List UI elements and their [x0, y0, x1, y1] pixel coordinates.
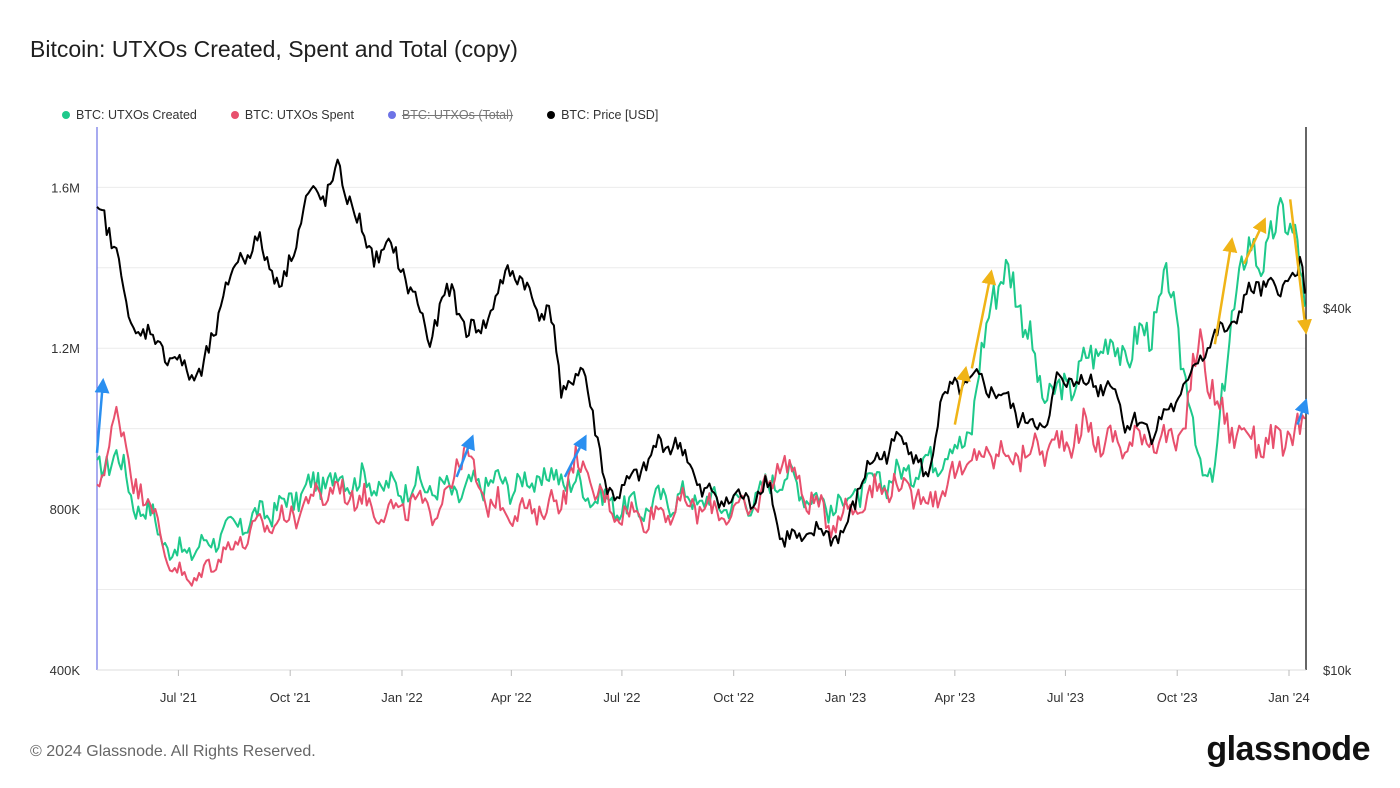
y-left-tick-label: 1.6M: [51, 180, 80, 195]
series-line-btc-utxos-created: [96, 197, 1306, 561]
legend-item-utxos-spent[interactable]: BTC: UTXOs Spent: [230, 108, 354, 122]
x-tick-label: Jan '24: [1268, 690, 1310, 705]
x-tick-label: Jul '22: [603, 690, 640, 705]
series-line-btc-price-usd: [96, 158, 1306, 548]
legend-item-utxos-total[interactable]: BTC: UTXOs (Total): [387, 108, 514, 122]
y-left-tick-label: 800K: [50, 502, 81, 517]
legend-dot-created: [62, 111, 70, 119]
legend-label: BTC: UTXOs Created: [76, 108, 197, 122]
legend-label: BTC: Price [USD]: [561, 108, 659, 122]
series-group: [96, 158, 1306, 587]
x-tick-label: Jan '22: [381, 690, 423, 705]
annotation-arrow: [970, 269, 997, 369]
annotation-arrow: [1288, 199, 1312, 335]
legend-dot-spent: [230, 111, 239, 119]
x-tick-label: Apr '23: [934, 690, 975, 705]
legend-dot-price: [547, 111, 556, 119]
annotation-arrow: [94, 377, 110, 453]
annotation-arrow: [455, 434, 475, 478]
x-tick-label: Jul '21: [160, 690, 197, 705]
axes: 400K 800K 1.2M 1.6M $10k $40k Jul '21 Oct '21 Ja…: [50, 127, 1352, 705]
legend-label: BTC: UTXOs (Total): [401, 108, 514, 122]
annotation-arrow: [1242, 217, 1267, 265]
glassnode-logo[interactable]: glassnode: [1206, 730, 1370, 768]
x-tick-label: Apr '22: [491, 690, 532, 705]
legend-label: BTC: UTXOs Spent: [244, 108, 354, 122]
x-tick-label: Oct '22: [713, 690, 754, 705]
legend-item-price[interactable]: BTC: Price [USD]: [547, 108, 658, 122]
y-left-tick-label: 1.2M: [51, 341, 80, 356]
y-left-tick-label: 400K: [50, 663, 81, 678]
chart-title: Bitcoin: UTXOs Created, Spent and Total …: [30, 36, 518, 62]
legend-item-utxos-created[interactable]: BTC: UTXOs Created: [62, 108, 197, 122]
annotation-arrow: [563, 434, 587, 478]
y-right-tick-label: $40k: [1323, 301, 1352, 316]
x-tick-label: Oct '23: [1157, 690, 1198, 705]
series-line-btc-utxos-spent: [96, 328, 1306, 587]
x-tick-label: Jul '23: [1047, 690, 1084, 705]
annotation-arrow: [953, 365, 971, 425]
legend: BTC: UTXOs Created BTC: UTXOs Spent BTC:…: [62, 108, 658, 122]
x-tick-label: Jan '23: [825, 690, 867, 705]
x-tick-label: Oct '21: [270, 690, 311, 705]
annotation-arrows: [94, 199, 1312, 478]
annotation-arrow: [1294, 398, 1309, 426]
legend-dot-total: [387, 111, 396, 119]
copyright-footer: © 2024 Glassnode. All Rights Reserved.: [30, 743, 316, 760]
annotation-arrow: [1213, 237, 1238, 345]
y-right-tick-label: $10k: [1323, 663, 1352, 678]
